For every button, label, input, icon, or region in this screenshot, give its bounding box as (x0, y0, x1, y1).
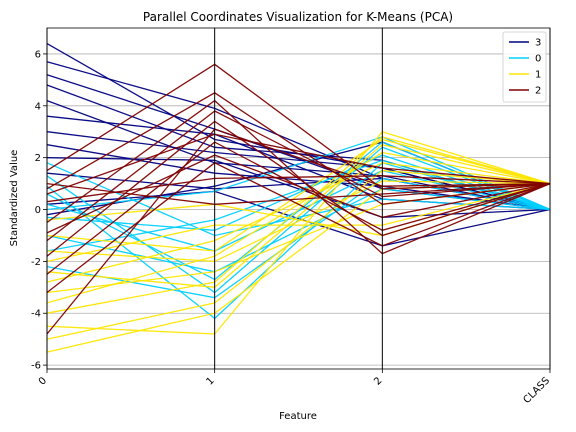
series-line (46, 143, 551, 288)
series-lines (46, 43, 551, 353)
legend-label: 1 (535, 70, 541, 81)
y-tick-label: 6 (35, 49, 41, 60)
series-line (46, 180, 551, 263)
y-tick-label: 0 (35, 205, 41, 216)
series-line (46, 63, 551, 190)
series-group (46, 63, 551, 335)
legend-box (502, 31, 547, 103)
legend-label: 2 (535, 86, 541, 97)
y-tick-label: -4 (31, 309, 41, 320)
series-line (46, 92, 551, 205)
series-line (46, 162, 551, 283)
y-tick-label: 2 (35, 153, 41, 164)
legend: 3 0 1 2 (502, 31, 547, 103)
legend-label: 0 (535, 54, 541, 65)
series-line (46, 130, 551, 335)
series-line (46, 190, 551, 247)
series-line (46, 169, 551, 340)
y-axis-label: Standardized Value (9, 150, 20, 247)
x-axis-label: Feature (279, 411, 317, 422)
series-line (46, 162, 551, 294)
chart-title: Parallel Coordinates Visualization for K… (143, 10, 453, 24)
legend-label: 3 (535, 38, 541, 49)
y-tick-label: -6 (31, 361, 41, 372)
y-tick-label: 4 (35, 101, 41, 112)
series-line (46, 182, 551, 205)
series-line (46, 138, 551, 252)
series-line (46, 175, 551, 203)
series-line (46, 128, 551, 335)
series-line (46, 157, 551, 218)
series-line (46, 133, 551, 195)
y-tick-labels: -6 -4 -2 0 2 4 6 (31, 49, 47, 372)
series-line (46, 120, 551, 257)
series-line (46, 110, 551, 242)
y-tick-label: -2 (31, 257, 41, 268)
series-line (46, 188, 551, 273)
series-line (46, 99, 551, 211)
series-line (46, 136, 551, 314)
plot-frame (46, 27, 551, 370)
